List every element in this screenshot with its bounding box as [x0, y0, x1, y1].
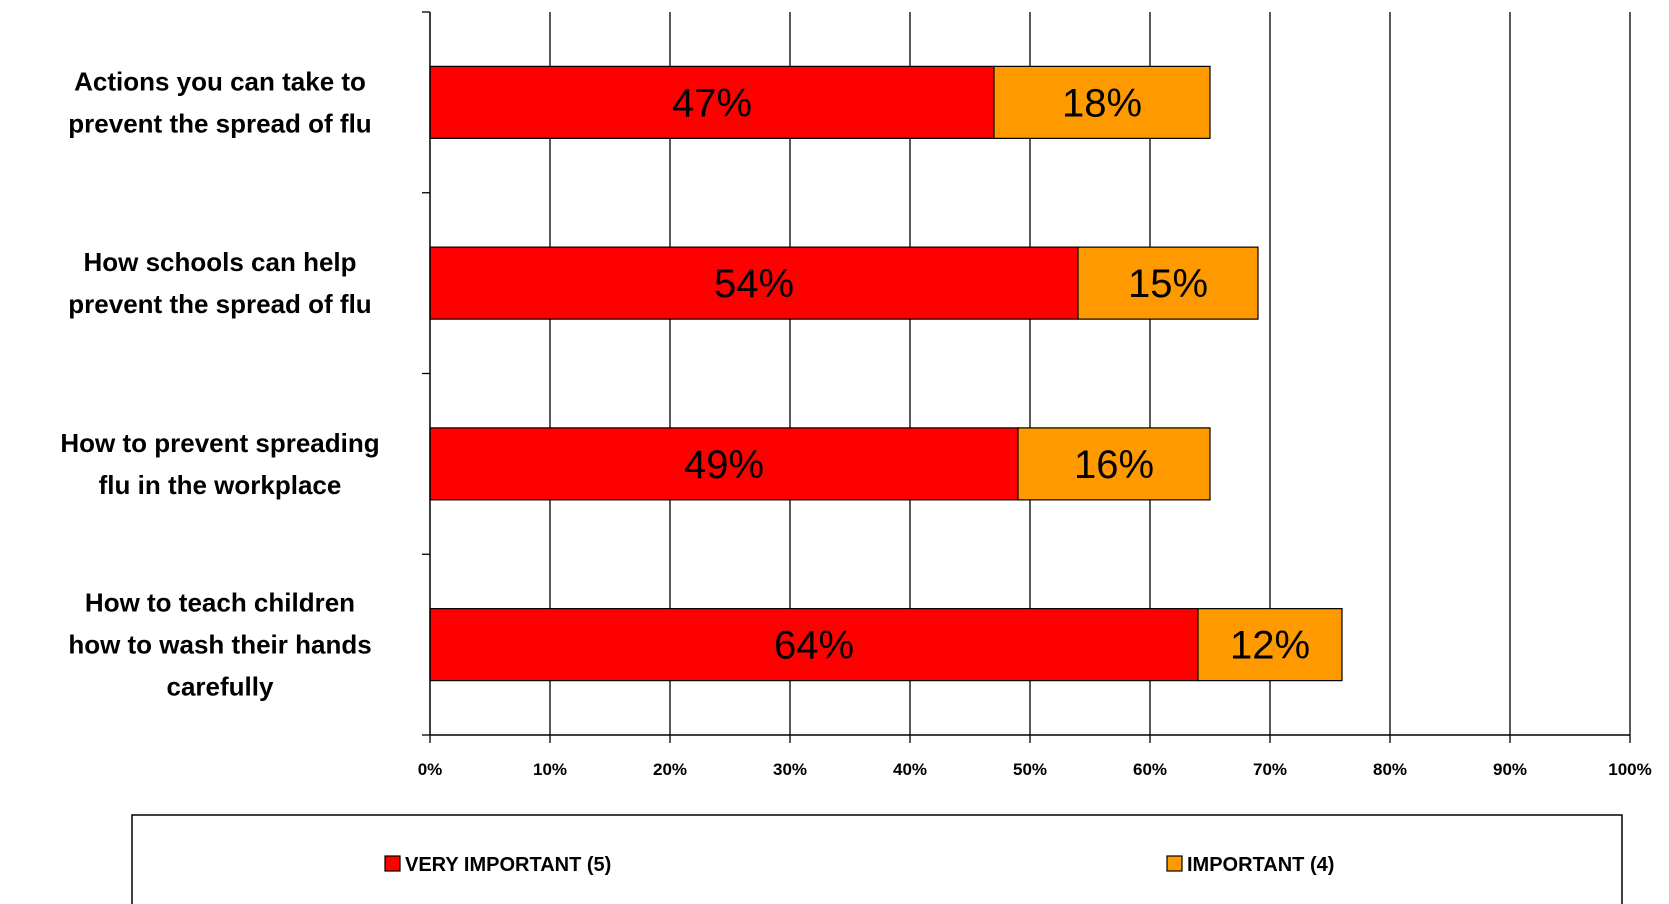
legend-swatch — [1166, 855, 1183, 872]
legend: VERY IMPORTANT (5) IMPORTANT (4) — [131, 814, 1623, 904]
data-label: 47% — [672, 81, 752, 125]
x-tick-label: 100% — [1608, 760, 1651, 779]
category-label: prevent the spread of flu — [68, 108, 371, 138]
data-label: 16% — [1074, 443, 1154, 487]
axes — [422, 11, 1631, 743]
legend-label: IMPORTANT (4) — [1187, 854, 1334, 876]
x-tick-label: 60% — [1133, 760, 1167, 779]
x-tick-labels: 0% 10% 20% 30% 40% 50% 60% 70% 80% 90% 100% — [418, 760, 1652, 779]
x-tick-label: 40% — [893, 760, 927, 779]
x-tick-label: 0% — [418, 760, 443, 779]
x-tick-label: 10% — [533, 760, 567, 779]
category-label: how to wash their hands — [68, 630, 371, 660]
category-label: How schools can help — [83, 247, 356, 277]
x-tick-label: 20% — [653, 760, 687, 779]
category-label: How to prevent spreading — [60, 428, 379, 458]
data-label: 49% — [684, 443, 764, 487]
x-tick-label: 70% — [1253, 760, 1287, 779]
category-label: How to teach children — [85, 588, 355, 618]
category-label: flu in the workplace — [99, 470, 342, 500]
x-tick-label: 90% — [1493, 760, 1527, 779]
data-label: 18% — [1062, 81, 1142, 125]
x-tick-label: 80% — [1373, 760, 1407, 779]
bar-segment — [1017, 427, 1211, 501]
data-label: 54% — [714, 262, 794, 306]
data-label: 64% — [774, 624, 854, 668]
x-tick-label: 30% — [773, 760, 807, 779]
category-label: Actions you can take to — [74, 66, 366, 96]
bar-segment — [1077, 246, 1259, 320]
category-labels: Actions you can take to prevent the sprea… — [60, 66, 379, 701]
x-tick-label: 50% — [1013, 760, 1047, 779]
legend-swatch — [384, 855, 401, 872]
bar-segment — [1197, 608, 1343, 682]
category-label: carefully — [167, 672, 274, 702]
legend-label: VERY IMPORTANT (5) — [405, 854, 611, 876]
data-label: 15% — [1128, 262, 1208, 306]
bar-segment — [993, 65, 1211, 139]
bar-segment — [429, 608, 1199, 682]
data-label: 12% — [1230, 624, 1310, 668]
category-label: prevent the spread of flu — [68, 289, 371, 319]
bars: 47% 18% 54% 15% 49% 16% 64% 12% — [429, 65, 1343, 682]
legend-box — [131, 814, 1623, 904]
